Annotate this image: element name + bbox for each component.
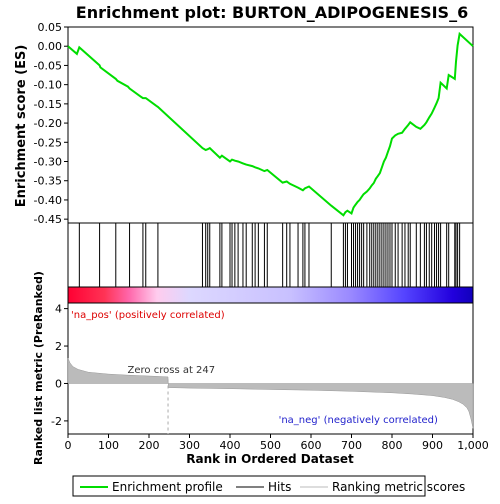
legend-label-ranking-metric: Ranking metric scores — [332, 480, 465, 494]
es-tick-labels: 0.05 0.00 -0.05 -0.10 -0.15 -0.20 -0.25 -0.30 -0… — [34, 21, 62, 226]
es-panel-frame — [67, 26, 474, 224]
es-tick-label: -0.45 — [34, 213, 62, 226]
es-tick-label: -0.35 — [34, 175, 62, 188]
zero-cross-label: Zero cross at 247 — [128, 365, 216, 376]
ranked-x-tick-label: 100 — [98, 439, 119, 452]
legend-label-enrichment-profile: Enrichment profile — [112, 480, 223, 494]
es-tick-label: -0.20 — [34, 117, 62, 130]
ranked-x-tick-label: 900 — [422, 439, 443, 452]
es-tick-label: -0.10 — [34, 79, 62, 92]
es-tick-label: -0.25 — [34, 136, 62, 149]
ranked-y-tick-label: -2 — [51, 415, 62, 428]
positive-correlation-label: 'na_pos' (positively correlated) — [71, 310, 225, 321]
es-tick-label: -0.30 — [34, 156, 62, 169]
es-y-axis-label: Enrichment score (ES) — [14, 45, 29, 208]
hits-markers — [78, 223, 461, 287]
ranked-y-axis-label: Ranked list metric (PreRanked) — [32, 271, 45, 465]
es-tick-label: 0.00 — [38, 40, 63, 53]
es-tick-label: -0.05 — [34, 59, 62, 72]
ranked-x-tick-label: 600 — [301, 439, 322, 452]
ranked-y-ticks: 4 2 0 -2 — [51, 303, 68, 428]
es-axis-ticks — [64, 26, 68, 220]
ranked-x-tick-label: 500 — [260, 439, 281, 452]
enrichment-profile-line — [67, 31, 474, 217]
chart-title: Enrichment plot: BURTON_ADIPOGENESIS_6 — [76, 3, 468, 22]
rank-heat-bar — [67, 286, 474, 304]
ranked-x-tick-label: 1,000 — [457, 439, 489, 452]
ranked-x-ticks: 0 100 200 300 400 500 600 700 800 900 1,000 — [65, 434, 489, 452]
ranked-y-tick-label: 2 — [55, 340, 62, 353]
negative-correlation-label: 'na_neg' (negatively correlated) — [279, 415, 438, 426]
es-tick-label: -0.40 — [34, 194, 62, 207]
legend-box — [72, 475, 426, 497]
ranked-x-tick-label: 0 — [65, 439, 72, 452]
ranked-x-tick-label: 300 — [179, 439, 200, 452]
legend-items: Enrichment profile Hits Ranking metric sco… — [80, 480, 465, 494]
ranked-panel-frame — [67, 302, 474, 435]
ranked-y-tick-label: 4 — [55, 303, 62, 316]
es-tick-label: -0.15 — [34, 98, 62, 111]
ranked-x-axis-label: Rank in Ordered Dataset — [186, 452, 354, 466]
legend-label-hits: Hits — [268, 480, 291, 494]
ranked-x-tick-label: 200 — [139, 439, 160, 452]
ranked-x-tick-label: 700 — [341, 439, 362, 452]
ranked-x-tick-label: 400 — [220, 439, 241, 452]
es-tick-label: 0.05 — [38, 21, 63, 34]
ranked-x-tick-label: 800 — [382, 439, 403, 452]
hits-panel-frame — [67, 222, 474, 288]
ranked-y-tick-label: 0 — [55, 377, 62, 390]
ranking-metric-area — [67, 358, 474, 429]
